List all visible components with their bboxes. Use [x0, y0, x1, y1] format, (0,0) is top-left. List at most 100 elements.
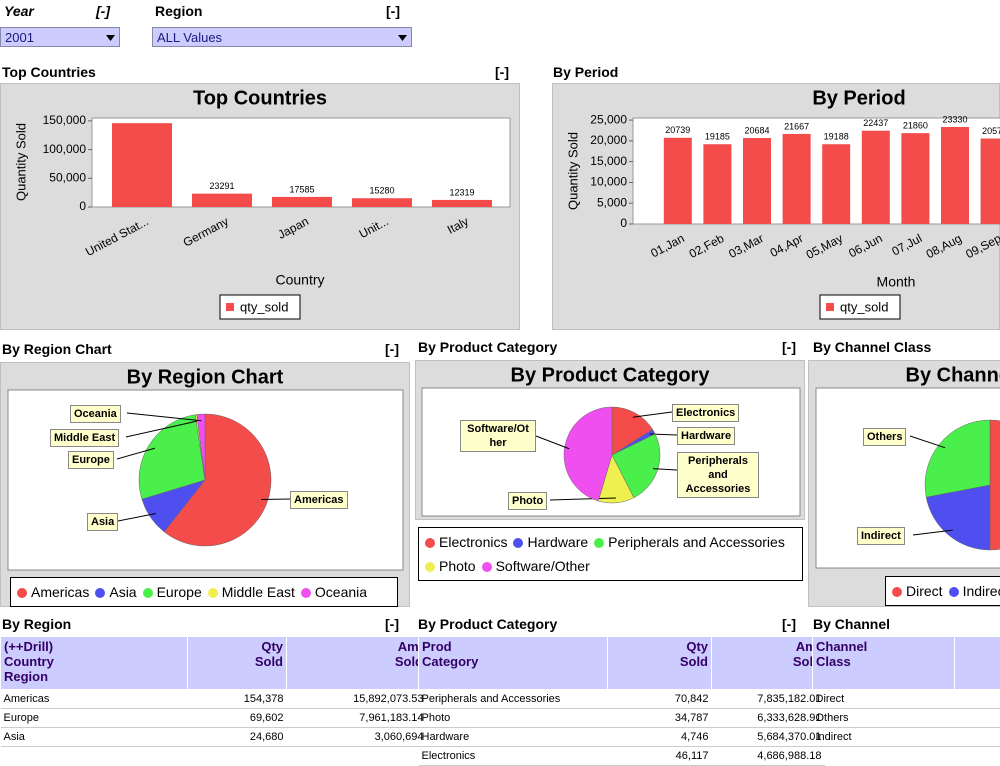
filter-toggle[interactable]: [-] [96, 3, 110, 19]
legend-label: Electronics [439, 534, 507, 550]
table-cell: 6,333,628.91 [712, 709, 825, 728]
legend-label: Indirect [963, 583, 1000, 599]
legend-item: Direct [892, 579, 943, 603]
legend-dot [949, 587, 959, 597]
y-tick-label: 150,000 [43, 113, 87, 127]
legend-label: Hardware [527, 534, 588, 550]
table-row: Direct [813, 690, 1000, 709]
legend-label: Oceania [315, 584, 367, 600]
data-label: 21860 [903, 121, 928, 131]
panel-toggle[interactable]: [-] [495, 64, 509, 80]
panel-toggle[interactable]: [-] [782, 339, 796, 355]
legend-label: Americas [31, 584, 89, 600]
year-dropdown[interactable]: 2001 [0, 27, 120, 47]
panel-toggle[interactable]: [-] [782, 616, 796, 632]
column-header: Channel Class [813, 637, 955, 690]
legend-dot [425, 538, 435, 548]
dropdown-value: ALL Values [157, 30, 222, 45]
bar [981, 138, 1000, 224]
legend-item: Europe [143, 580, 202, 604]
chart-canvas: By Region Chart [0, 362, 410, 607]
legend-dot [95, 588, 105, 598]
legend-swatch [226, 303, 234, 311]
bar [743, 138, 771, 224]
data-label: 21667 [784, 121, 809, 131]
column-header: Qty Sold [188, 637, 287, 690]
legend-item: Hardware [513, 530, 588, 554]
table-cell: 69,602 [188, 709, 287, 728]
data-label: 19185 [705, 132, 730, 142]
panel-title: Top Countries [2, 64, 96, 80]
table-cell: 46,117 [608, 747, 712, 766]
dropdown-arrow [398, 35, 407, 41]
table-cell: 5,684,370.01 [712, 728, 825, 747]
panel-title: By Product Category [418, 616, 557, 632]
bar [272, 197, 332, 207]
legend-item: Americas [17, 580, 89, 604]
table-cell: Others [813, 709, 955, 728]
legend-item: Photo [425, 554, 476, 578]
chart-canvas: Top Countries050,000100,000150,000United… [0, 83, 520, 330]
legend-label: qty_sold [840, 299, 888, 314]
bar [192, 194, 252, 207]
legend-item: Indirect [949, 579, 1000, 603]
y-tick-label: 0 [620, 216, 627, 230]
column-header: Qty Sold [608, 637, 712, 690]
bar [901, 133, 929, 224]
region-dropdown[interactable]: ALL Values [152, 27, 412, 47]
legend-dot [594, 538, 604, 548]
table-cell: 7,835,182.01 [712, 690, 825, 709]
table-cell [955, 709, 1000, 728]
table-cell: Americas [1, 690, 188, 709]
table-cell: Photo [419, 709, 608, 728]
callout-label: Software/Other [460, 420, 536, 452]
callout-label: Photo [508, 492, 547, 510]
legend-swatch [826, 303, 834, 311]
chart-title: Top Countries [193, 87, 327, 109]
legend-dot [17, 588, 27, 598]
table-row: Indirect [813, 728, 1000, 747]
callout-label: Hardware [677, 427, 735, 445]
callout-label: Indirect [857, 527, 905, 545]
legend-item: Software/Other [482, 554, 590, 578]
filter-toggle[interactable]: [-] [386, 3, 400, 19]
legend-label: Asia [109, 584, 136, 600]
table-cell [955, 690, 1000, 709]
column-header: (++Drill) Country Region [1, 637, 188, 690]
chart-title: By Region Chart [127, 366, 284, 388]
y-tick-label: 50,000 [49, 170, 86, 184]
filter-label: Region [155, 3, 202, 19]
table-cell: 3,060,694 [287, 728, 427, 747]
callout-label: Middle East [50, 429, 119, 447]
table-cell: 70,842 [608, 690, 712, 709]
column-header: Prod Category [419, 637, 608, 690]
data-label: 23291 [209, 181, 234, 191]
bar [664, 138, 692, 224]
callout-label: Europe [68, 451, 114, 469]
panel-toggle[interactable]: [-] [385, 341, 399, 357]
y-tick-label: 0 [79, 199, 86, 213]
dropdown-value: 2001 [5, 30, 34, 45]
y-tick-label: 100,000 [43, 142, 87, 156]
table-cell: 34,787 [608, 709, 712, 728]
y-axis-label: Quantity Sold [13, 123, 28, 201]
bar [783, 134, 811, 224]
table-cell [955, 728, 1000, 747]
y-axis-label: Quantity Sold [565, 132, 580, 210]
panel-toggle[interactable]: [-] [385, 616, 399, 632]
table-cell: 4,746 [608, 728, 712, 747]
table-cell: 4,686,988.18 [712, 747, 825, 766]
panel-title: By Region Chart [2, 341, 112, 357]
legend-dot [208, 588, 218, 598]
data-label: 20684 [744, 125, 769, 135]
